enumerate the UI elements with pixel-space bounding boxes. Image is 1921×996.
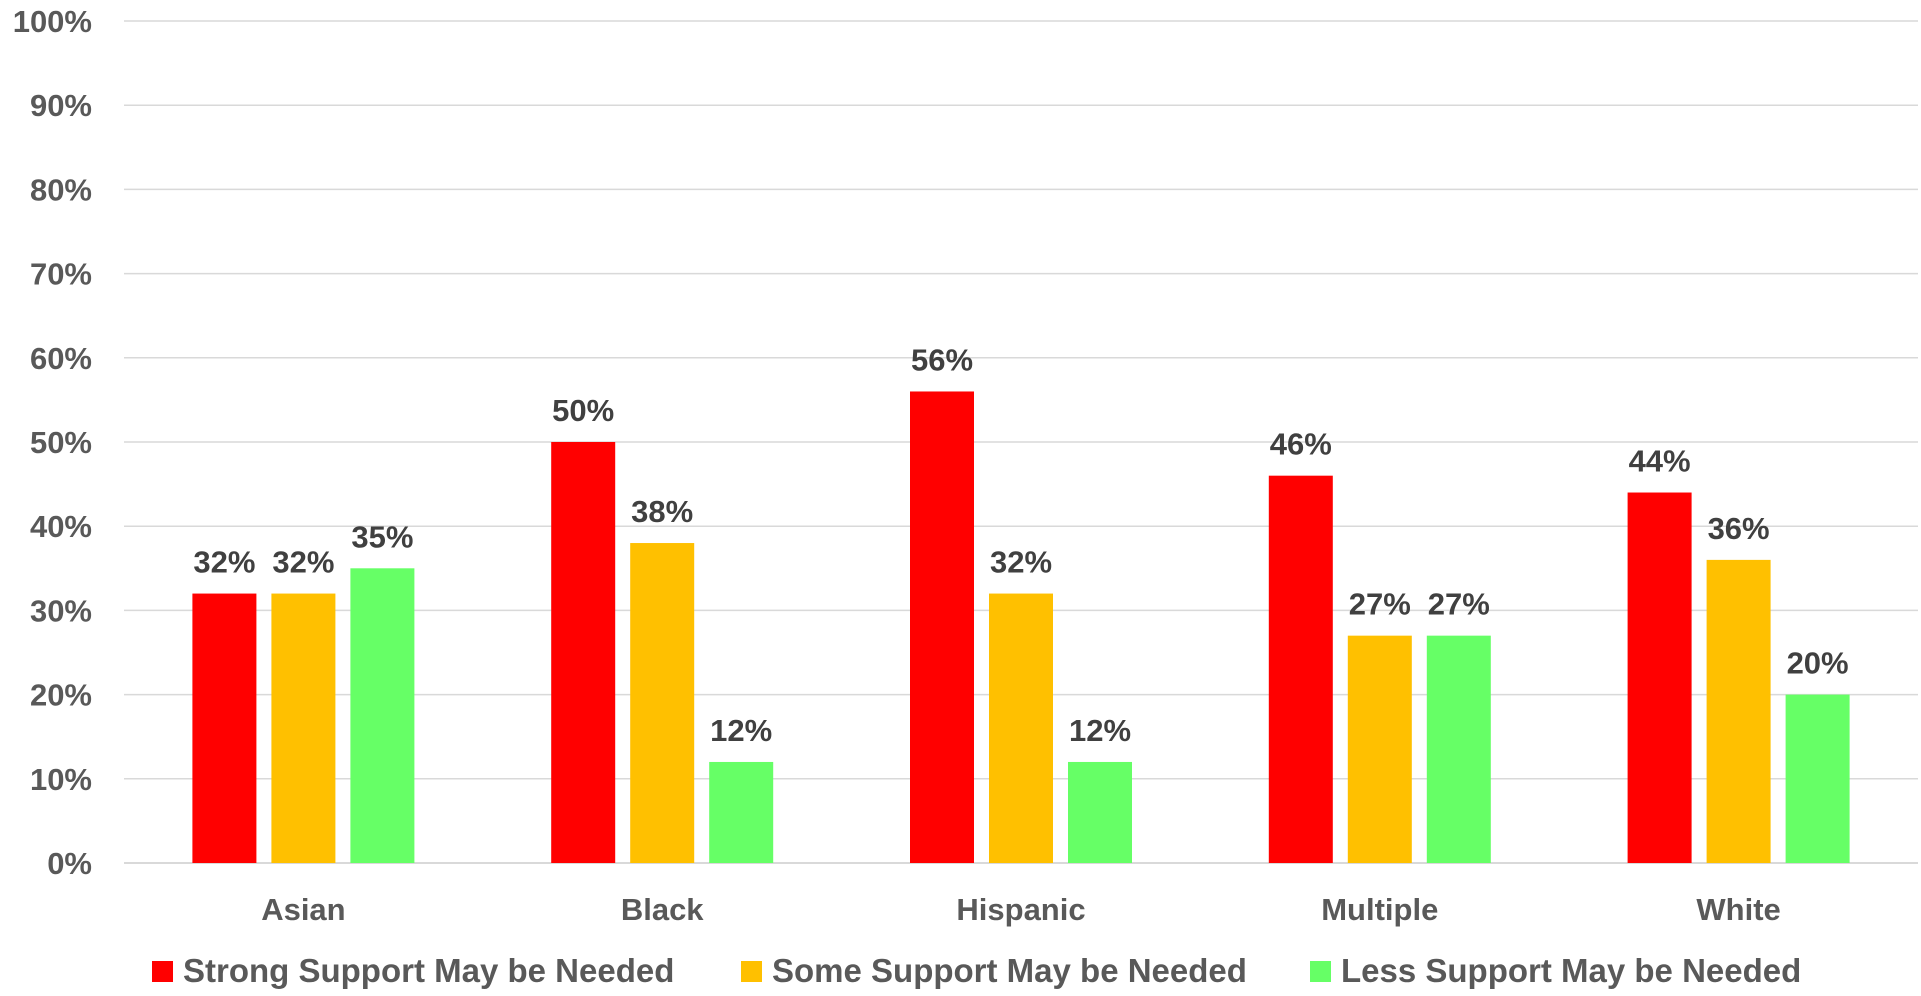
- x-category-label: White: [1696, 892, 1780, 927]
- legend-swatch: [152, 961, 173, 982]
- legend-label: Some Support May be Needed: [772, 952, 1247, 989]
- data-label: 32%: [193, 545, 255, 580]
- y-tick-label: 50%: [30, 425, 92, 460]
- data-label: 27%: [1428, 587, 1490, 622]
- legend-label: Less Support May be Needed: [1341, 952, 1801, 989]
- data-label: 38%: [631, 494, 693, 529]
- data-label: 12%: [710, 713, 772, 748]
- bar: [350, 568, 415, 863]
- data-label: 12%: [1069, 713, 1131, 748]
- x-category-label: Multiple: [1321, 892, 1438, 927]
- data-label: 50%: [552, 393, 614, 428]
- y-tick-label: 40%: [30, 509, 92, 544]
- data-label: 36%: [1708, 511, 1770, 546]
- bar: [989, 593, 1053, 863]
- bar: [1785, 694, 1850, 863]
- x-axis-category-labels: Asian Black Hispanic Multiple White: [261, 892, 1781, 927]
- y-tick-label: 90%: [30, 88, 92, 123]
- bar: [709, 761, 774, 863]
- y-axis-tick-labels: 0% 10% 20% 30% 40% 50% 60% 70% 80% 90% 100%: [13, 4, 92, 881]
- data-labels: 32% 32% 35% 50% 38% 12% 56% 32% 12% 46% 27% 27% 44% 3…: [193, 342, 1848, 747]
- bar: [551, 442, 616, 863]
- y-tick-label: 70%: [30, 257, 92, 292]
- y-tick-label: 10%: [30, 762, 92, 797]
- legend-swatch: [741, 961, 762, 982]
- legend-item: Some Support May be Needed: [741, 952, 1247, 989]
- data-label: 46%: [1270, 427, 1332, 462]
- data-label: 44%: [1629, 444, 1691, 479]
- y-tick-label: 60%: [30, 341, 92, 376]
- bar: [1426, 635, 1491, 863]
- y-tick-label: 30%: [30, 593, 92, 628]
- legend-swatch: [1310, 961, 1331, 982]
- bar: [192, 593, 257, 863]
- data-label: 27%: [1349, 587, 1411, 622]
- bar: [1706, 559, 1771, 863]
- y-tick-label: 0%: [47, 846, 92, 881]
- legend: Strong Support May be Needed Some Support…: [152, 952, 1801, 989]
- data-label: 32%: [990, 545, 1052, 580]
- x-category-label: Hispanic: [956, 892, 1085, 927]
- x-category-label: Asian: [261, 892, 345, 927]
- data-label: 56%: [911, 342, 973, 377]
- data-label: 32%: [272, 545, 334, 580]
- data-label: 35%: [351, 519, 413, 554]
- legend-item: Less Support May be Needed: [1310, 952, 1801, 989]
- data-label: 20%: [1787, 646, 1849, 681]
- y-tick-label: 20%: [30, 678, 92, 713]
- bar: [1068, 761, 1132, 863]
- legend-item: Strong Support May be Needed: [152, 952, 674, 989]
- bars: [192, 391, 1850, 863]
- x-category-label: Black: [621, 892, 704, 927]
- bar: [630, 543, 695, 863]
- bar: [1347, 635, 1412, 863]
- bar: [1268, 475, 1333, 863]
- bar: [1627, 492, 1692, 863]
- legend-label: Strong Support May be Needed: [183, 952, 674, 989]
- gridlines: [124, 20, 1918, 864]
- bar: [910, 391, 974, 863]
- bar: [271, 593, 336, 863]
- y-tick-label: 100%: [13, 4, 92, 39]
- y-tick-label: 80%: [30, 172, 92, 207]
